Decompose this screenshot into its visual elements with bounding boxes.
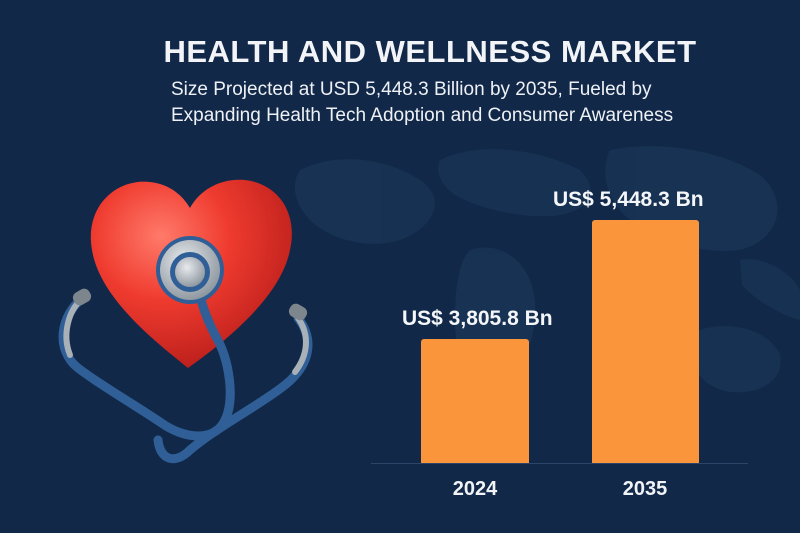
x-label-2024: 2024 xyxy=(452,478,498,500)
stethoscope-icon xyxy=(58,236,313,464)
bar-2024 xyxy=(421,339,529,463)
x-axis-line xyxy=(371,463,748,464)
subtitle-line-2: Expanding Health Tech Adoption and Consu… xyxy=(171,105,674,126)
bar-2035 xyxy=(592,220,699,463)
bar-label-2035: US$ 5,448.3 Bn xyxy=(553,188,704,211)
subtitle-line-1: Size Projected at USD 5,448.3 Billion by… xyxy=(171,79,652,100)
page-title: HEALTH AND WELLNESS MARKET xyxy=(163,34,697,69)
x-label-2035: 2035 xyxy=(622,478,668,500)
heart-stethoscope-illustration xyxy=(58,179,313,464)
bar-label-2024: US$ 3,805.8 Bn xyxy=(402,307,553,330)
